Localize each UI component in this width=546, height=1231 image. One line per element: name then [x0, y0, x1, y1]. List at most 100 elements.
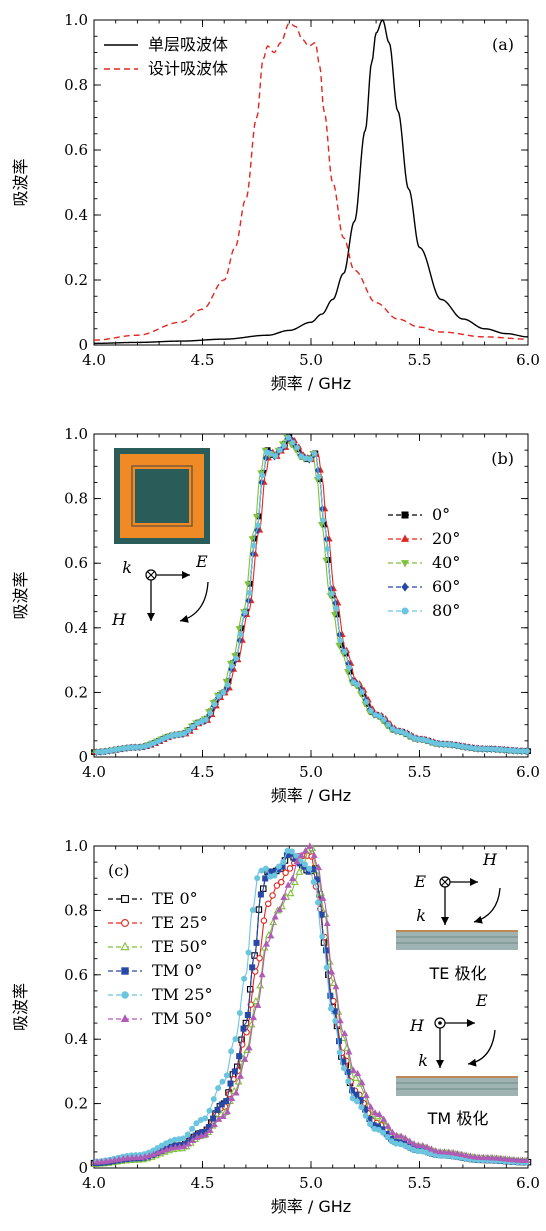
- data-point: [231, 1068, 238, 1075]
- legend-label: TM 0°: [152, 961, 202, 980]
- x-tick-label: 4.5: [191, 351, 215, 369]
- x-tick-label: 6.0: [516, 1174, 540, 1192]
- data-point: [306, 842, 314, 849]
- legend-marker: [401, 582, 409, 592]
- data-point: [410, 1140, 418, 1147]
- data-point: [480, 1153, 487, 1161]
- y-tick-label: 1.0: [64, 837, 88, 855]
- y-tick-label: 0.6: [64, 966, 88, 984]
- x-tick-label: 6.0: [516, 351, 540, 369]
- data-point: [241, 975, 248, 982]
- data-point: [362, 1091, 370, 1099]
- data-point: [286, 865, 294, 872]
- data-point: [350, 679, 357, 686]
- data-point: [332, 1017, 339, 1024]
- x-axis-label: 频率 / GHz: [271, 786, 351, 805]
- data-point: [278, 878, 285, 886]
- data-point: [335, 642, 343, 649]
- y-tick-label: 0.4: [64, 619, 88, 637]
- data-point: [311, 450, 318, 457]
- data-point: [124, 1154, 132, 1161]
- data-point: [256, 954, 263, 962]
- x-tick-label: 4.0: [82, 351, 106, 369]
- data-point: [265, 900, 272, 908]
- data-point: [375, 1110, 383, 1117]
- data-point: [427, 1145, 435, 1152]
- data-point: [445, 1148, 453, 1155]
- data-point: [247, 1020, 256, 1028]
- data-point: [210, 1120, 218, 1128]
- data-point: [506, 1155, 514, 1162]
- tm-slab: [396, 1076, 518, 1096]
- k-label: k: [122, 558, 132, 577]
- data-point: [253, 939, 260, 946]
- data-point: [345, 1048, 353, 1055]
- y-tick-label: 0.2: [64, 683, 88, 701]
- data-point: [249, 906, 256, 913]
- data-point: [260, 917, 268, 924]
- data-point: [523, 1156, 531, 1164]
- data-point: [235, 626, 243, 633]
- series-markers-4: [94, 434, 531, 755]
- data-point: [402, 730, 409, 737]
- y-tick-label: 0: [78, 748, 88, 766]
- panel-c: 4.0 4.5 5.0 5.5 6.0 0 0.2 0.4 0.6 0.8 1.0 频率 / GHz 吸…: [11, 837, 540, 1216]
- data-point: [380, 1115, 388, 1122]
- data-point: [354, 1069, 362, 1077]
- data-point: [202, 1115, 209, 1122]
- data-point: [223, 1072, 230, 1079]
- te-k-label: k: [416, 906, 426, 925]
- data-point: [250, 542, 257, 549]
- x-tick-label: 4.5: [191, 1174, 215, 1192]
- data-point: [349, 1066, 357, 1073]
- legend-label: TM 50°: [152, 1009, 213, 1028]
- te-caption: TE 极化: [429, 964, 487, 983]
- data-point: [267, 932, 275, 939]
- data-point: [362, 1112, 369, 1119]
- data-point: [244, 581, 252, 588]
- data-point: [252, 513, 260, 521]
- data-point: [244, 1011, 251, 1018]
- data-point: [367, 707, 374, 714]
- legend-label: TE 25°: [152, 913, 208, 932]
- data-point: [262, 865, 269, 872]
- data-point: [240, 1025, 247, 1032]
- data-point: [510, 1156, 518, 1163]
- data-point: [393, 1131, 401, 1139]
- data-point: [232, 1089, 240, 1096]
- data-point: [223, 1098, 230, 1105]
- y-tick-label: 0.4: [64, 206, 88, 224]
- legend-label: TE 0°: [152, 889, 198, 908]
- data-point: [331, 612, 338, 619]
- series-line-1: [93, 22, 528, 341]
- data-point: [371, 1109, 379, 1116]
- data-point: [180, 1135, 187, 1142]
- data-point: [185, 727, 192, 734]
- data-point: [414, 1141, 422, 1148]
- tm-h-label: H: [409, 1016, 425, 1035]
- data-point: [219, 1078, 226, 1085]
- data-point: [349, 1087, 356, 1094]
- data-point: [327, 992, 334, 999]
- data-point: [295, 867, 304, 875]
- tm-caption: TM 极化: [427, 1109, 489, 1128]
- h-field-arrow-head: [147, 613, 155, 621]
- te-slab: [396, 930, 518, 950]
- data-point: [423, 1143, 431, 1150]
- data-point: [228, 1048, 235, 1055]
- data-point: [353, 1091, 360, 1098]
- data-point: [344, 1068, 351, 1075]
- data-point: [497, 1154, 505, 1162]
- tm-e-label: E: [475, 991, 488, 1010]
- legend-marker: [400, 534, 410, 542]
- panel-label: (b): [491, 449, 514, 468]
- data-point: [251, 996, 260, 1005]
- data-point: [202, 1130, 210, 1138]
- y-tick-label: 0.2: [64, 1095, 88, 1113]
- data-point: [471, 1153, 479, 1160]
- y-tick-label: 0.8: [64, 490, 88, 508]
- data-point: [281, 442, 287, 449]
- data-point: [214, 1106, 221, 1113]
- data-point: [323, 964, 330, 971]
- legend-label: 20°: [432, 529, 460, 548]
